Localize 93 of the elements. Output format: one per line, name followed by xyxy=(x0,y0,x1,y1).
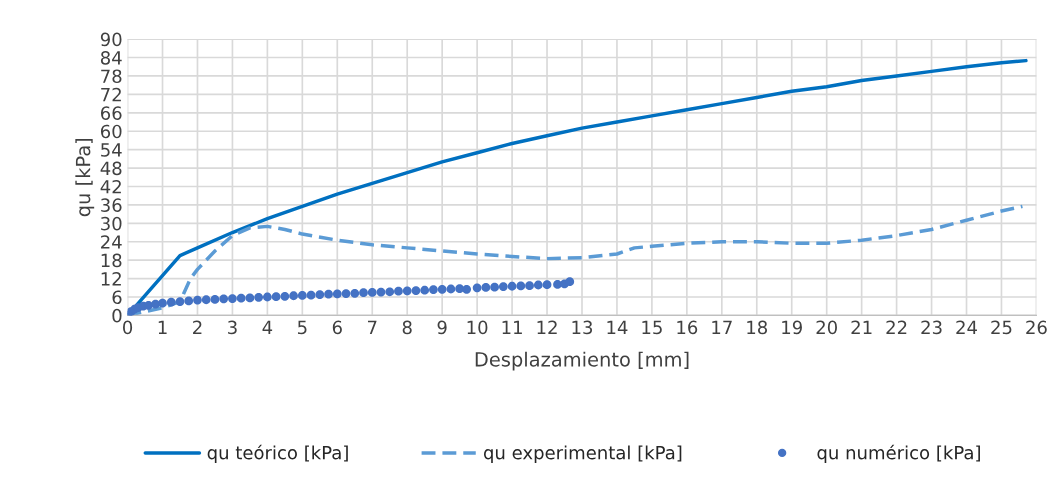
point xyxy=(341,289,351,298)
x-tick-label: 19 xyxy=(782,320,802,335)
point xyxy=(402,286,412,296)
legend-label: qu experimental [kPa] xyxy=(483,445,682,463)
point xyxy=(306,290,316,300)
x-tick-label: 14 xyxy=(607,320,628,334)
x-tick-label: 25 xyxy=(991,320,1012,335)
x-tick-label: 13 xyxy=(572,320,593,335)
point xyxy=(262,292,272,302)
x-tick-label: 8 xyxy=(402,320,412,335)
y-axis-title: qu [kPa] xyxy=(75,138,95,217)
point xyxy=(280,291,290,301)
y-tick-label: 48 xyxy=(100,161,122,176)
point xyxy=(385,287,395,297)
x-tick-label: 3 xyxy=(228,320,237,335)
x-tick-label: 1 xyxy=(158,320,167,334)
y-tick-label: 66 xyxy=(100,106,122,120)
point xyxy=(411,286,421,295)
point xyxy=(332,289,342,299)
point xyxy=(297,291,307,300)
point xyxy=(367,287,377,297)
y-tick-label: 0 xyxy=(112,308,122,323)
legend-label: qu teórico [kPa] xyxy=(207,444,348,463)
point xyxy=(175,297,185,306)
point xyxy=(315,290,325,299)
y-tick-label: 72 xyxy=(101,87,121,102)
point xyxy=(516,281,526,291)
legend-label: qu numérico [kPa] xyxy=(817,444,980,463)
point xyxy=(219,294,229,304)
x-tick-label: 16 xyxy=(677,320,698,335)
x-tick-label: 7 xyxy=(367,320,377,334)
point xyxy=(184,296,194,306)
y-tick-label: 12 xyxy=(101,272,121,286)
y-tick-label: 42 xyxy=(100,179,121,194)
y-tick-label: 30 xyxy=(101,216,122,231)
point xyxy=(254,292,264,302)
point xyxy=(193,295,202,305)
point xyxy=(472,283,482,293)
point xyxy=(420,285,430,295)
y-tick-label: 90 xyxy=(100,32,122,47)
point xyxy=(228,294,237,303)
x-tick-label: 0 xyxy=(123,320,133,335)
x-tick-label: 22 xyxy=(886,320,907,334)
point xyxy=(359,288,368,298)
point xyxy=(245,293,255,303)
y-tick-label: 6 xyxy=(112,290,122,305)
x-tick-label: 21 xyxy=(851,320,872,334)
x-tick-label: 24 xyxy=(956,320,977,334)
point xyxy=(481,283,491,292)
point xyxy=(490,282,499,292)
x-tick-label: 20 xyxy=(816,320,837,335)
point xyxy=(533,280,543,290)
point xyxy=(507,281,517,291)
point xyxy=(166,297,176,307)
point xyxy=(271,292,281,302)
point xyxy=(158,298,167,308)
y-tick-label: 24 xyxy=(101,235,122,249)
x-tick-label: 10 xyxy=(467,320,488,335)
point xyxy=(565,277,575,287)
point xyxy=(289,291,298,301)
x-tick-label: 17 xyxy=(712,320,732,334)
x-axis-title: Desplazamiento [mm] xyxy=(475,351,689,371)
point xyxy=(462,284,472,294)
x-tick-label: 9 xyxy=(437,320,447,335)
point xyxy=(446,284,456,294)
point xyxy=(394,286,403,296)
point xyxy=(210,295,220,304)
y-tick-label: 18 xyxy=(101,253,122,268)
point xyxy=(236,293,246,303)
x-tick-label: 26 xyxy=(1026,320,1047,335)
point xyxy=(324,289,333,299)
point xyxy=(542,280,552,290)
x-tick-label: 15 xyxy=(642,320,662,335)
point xyxy=(350,288,360,298)
x-tick-label: 11 xyxy=(502,320,522,334)
x-tick-label: 6 xyxy=(332,320,342,335)
y-tick-label: 60 xyxy=(100,124,122,139)
y-tick-label: 78 xyxy=(101,69,122,84)
point xyxy=(376,287,386,297)
x-tick-label: 12 xyxy=(537,320,557,334)
point xyxy=(201,295,211,305)
point xyxy=(429,285,438,295)
y-tick-label: 54 xyxy=(101,143,122,157)
x-tick-label: 2 xyxy=(193,320,202,334)
y-tick-label: 84 xyxy=(100,51,122,65)
x-tick-label: 5 xyxy=(297,320,307,335)
point xyxy=(498,282,508,291)
x-tick-label: 18 xyxy=(747,320,768,335)
point xyxy=(525,281,534,291)
x-tick-label: 23 xyxy=(921,320,942,335)
point xyxy=(437,284,447,294)
y-tick-label: 36 xyxy=(101,198,122,213)
x-tick-label: 4 xyxy=(262,320,273,334)
